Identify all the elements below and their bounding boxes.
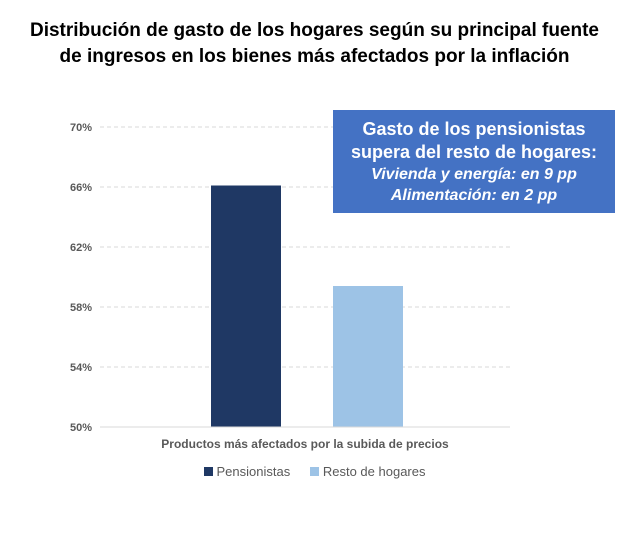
annotation-line-1: Vivienda y energía: en 9 pp [371, 166, 577, 183]
title-line-1: Distribución de gasto de los hogares seg… [29, 20, 600, 41]
x-axis-label: Productos más afectados por la subida de… [161, 437, 449, 451]
bar-resto-de-hogares [333, 286, 403, 427]
chart-title: Distribución de gasto de los hogares seg… [0, 18, 629, 70]
legend: Pensionistas Resto de hogares [0, 464, 629, 479]
y-tick-label: 70% [70, 122, 92, 134]
annotation-callout: Gasto de los pensionistas supera del res… [333, 110, 615, 213]
annotation-line-2: Alimentación: en 2 pp [390, 187, 558, 204]
annotation-heading-1: Gasto de los pensionistas [362, 119, 586, 139]
legend-item-resto: Resto de hogares [309, 464, 426, 479]
y-tick-label: 50% [70, 422, 92, 434]
y-tick-label: 54% [70, 362, 92, 374]
bar-pensionistas [211, 185, 281, 427]
annotation-heading-2: supera del resto de hogares: [350, 142, 598, 162]
legend-swatch [203, 467, 213, 476]
title-line-2: de ingresos en los bienes más afectados … [59, 46, 570, 67]
legend-label: Resto de hogares [322, 464, 426, 479]
y-tick-label: 62% [70, 242, 92, 254]
legend-label: Pensionistas [216, 464, 291, 479]
legend-item-pensionistas: Pensionistas [203, 464, 291, 479]
y-tick-label: 66% [70, 182, 92, 194]
legend-swatch [309, 467, 319, 476]
y-tick-label: 58% [70, 302, 92, 314]
